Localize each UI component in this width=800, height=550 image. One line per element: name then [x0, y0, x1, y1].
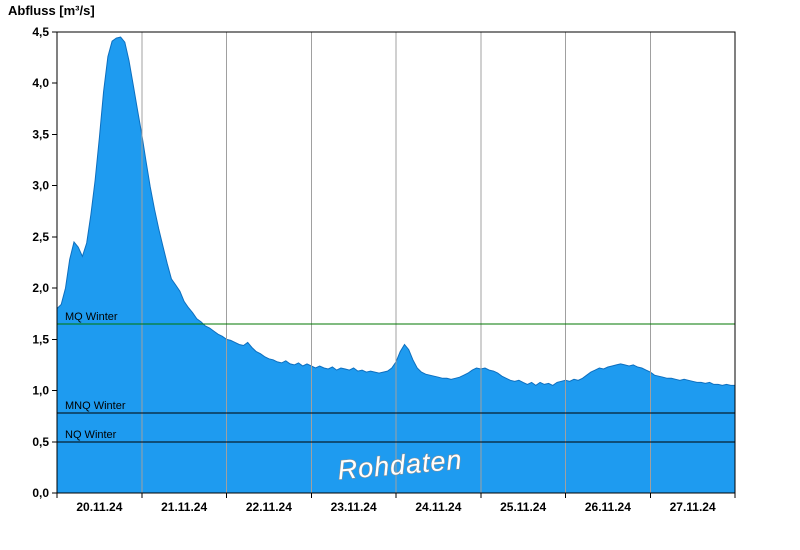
gridline-layer [141, 32, 651, 493]
y-tick-label: 2,0 [32, 281, 49, 295]
y-tick-label: 3,0 [32, 179, 49, 193]
reference-line-label: MNQ Winter [65, 400, 126, 412]
x-tick-label: 20.11.24 [76, 500, 122, 514]
x-tick-label: 24.11.24 [415, 500, 461, 514]
y-tick-label: 3,5 [32, 127, 49, 141]
y-tick-label: 1,0 [32, 384, 49, 398]
reference-line-label: NQ Winter [65, 429, 117, 441]
x-tick-label: 21.11.24 [161, 500, 207, 514]
y-tick-label: 4,5 [32, 25, 49, 39]
x-tick-label: 27.11.24 [670, 500, 716, 514]
y-tick-label: 1,5 [32, 332, 49, 346]
y-tick-label: 0,0 [32, 486, 49, 500]
x-tick-label: 22.11.24 [246, 500, 292, 514]
axis-layer: 0,0 0,5 1,0 1,5 2,0 2,5 3,0 3,5 4,0 4,5 20.11.24 21… [32, 25, 736, 514]
y-tick-label: 4,0 [32, 76, 49, 90]
x-tick-label: 25.11.24 [500, 500, 546, 514]
x-tick-label: 26.11.24 [585, 500, 631, 514]
x-tick-label: 23.11.24 [331, 500, 377, 514]
chart-title: Abfluss [m³/s] [8, 3, 95, 18]
y-tick-label: 2,5 [32, 230, 49, 244]
reference-line-layer: MQ Winter MNQ Winter NQ Winter [57, 311, 735, 443]
reference-line-label: MQ Winter [65, 311, 118, 323]
y-tick-label: 0,5 [32, 435, 49, 449]
